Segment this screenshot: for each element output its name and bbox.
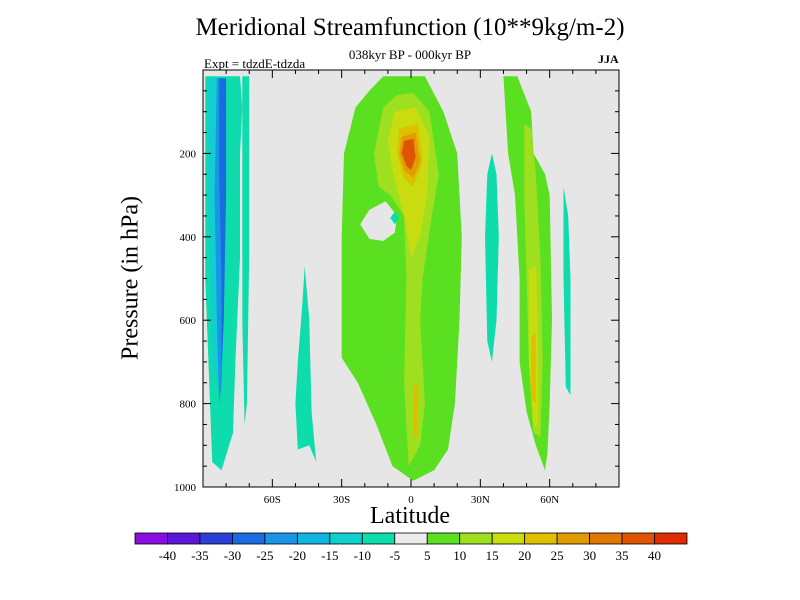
region-nh-cyan [563, 186, 571, 396]
colorbar-label: -10 [354, 548, 371, 563]
region-nh-orange [531, 332, 536, 404]
colorbar-swatch [361, 532, 396, 545]
region-tropical-red [401, 138, 416, 171]
colorbar-swatch [167, 532, 201, 545]
chart-subtitle: 038kyr BP - 000kyr BP [348, 47, 472, 62]
colorbar-swatch [524, 532, 558, 545]
region-30n-column [485, 153, 499, 362]
colorbar-swatch [491, 532, 526, 545]
colorbar-swatch [394, 532, 428, 545]
colorbar-swatch [654, 532, 688, 545]
region-sh-core [219, 78, 227, 371]
y-tick-label: 200 [180, 148, 197, 160]
colorbar-label: -15 [321, 548, 338, 563]
y-tick-label: 1000 [174, 482, 197, 494]
x-tick-label: 0 [408, 494, 414, 506]
region-tropical-lower-orange [413, 382, 418, 437]
colorbar-label: 40 [648, 548, 661, 563]
experiment-label: Expt = tdzdE-tdzda [204, 56, 306, 71]
season-label: JJA [598, 52, 619, 66]
x-tick-label: 30N [471, 494, 490, 506]
colorbar-swatch [621, 532, 655, 545]
x-axis-label: Latitude [370, 503, 450, 529]
colorbar-swatch [232, 532, 266, 545]
colorbar-swatch [459, 532, 493, 545]
colorbar-label: 25 [551, 548, 564, 563]
region-sh-hole [360, 201, 398, 241]
colorbar-label: 30 [583, 548, 596, 563]
colorbar-swatch [199, 532, 233, 545]
colorbar-label: 20 [518, 548, 531, 563]
contour-regions [205, 76, 571, 481]
colorbar-swatch [296, 532, 331, 545]
colorbar-label: -40 [159, 548, 176, 563]
colorbar-label: -30 [224, 548, 241, 563]
colorbar: -40 -35 -30 -25 -20 -15 -10 -5 5 10 15 20 25 30 35 40 [134, 532, 688, 563]
x-tick-label: 30S [333, 494, 350, 506]
colorbar-swatch [426, 532, 461, 545]
x-tick-label: 60N [540, 494, 559, 506]
colorbar-label: -5 [389, 548, 400, 563]
colorbar-label: 5 [424, 548, 431, 563]
colorbar-label: -25 [256, 548, 273, 563]
region-small-cyan-spot [390, 211, 400, 225]
colorbar-label: 10 [453, 548, 466, 563]
x-axis-ticks: 60S 30S 0 30N 60N [225, 70, 597, 506]
colorbar-swatch [264, 532, 298, 545]
colorbar-swatch [589, 532, 623, 545]
colorbar-swatch [329, 532, 363, 545]
region-60s-column [295, 266, 317, 462]
colorbar-swatch [556, 532, 590, 545]
colorbar-swatch [134, 532, 168, 545]
x-tick-label: 60S [264, 494, 281, 506]
colorbar-label: 15 [486, 548, 499, 563]
y-tick-label: 800 [180, 399, 197, 411]
y-tick-label: 600 [180, 315, 197, 327]
colorbar-label: -35 [191, 548, 208, 563]
y-tick-label: 400 [180, 232, 197, 244]
chart-title: Meridional Streamfunction (10**9kg/m-2) [195, 14, 625, 41]
region-sh-narrow-column [242, 76, 250, 425]
colorbar-label: -20 [289, 548, 306, 563]
colorbar-label: 35 [616, 548, 629, 563]
y-axis-ticks: 200 400 600 800 1000 [174, 90, 619, 494]
